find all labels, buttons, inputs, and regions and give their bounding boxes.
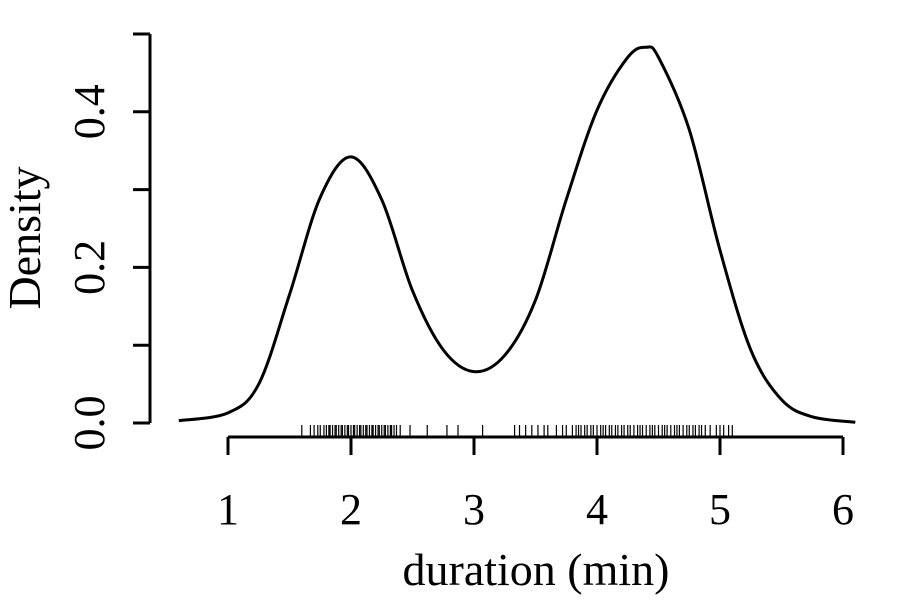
y-tick-label: 0.0 [65, 396, 114, 451]
x-tick-label: 3 [463, 485, 485, 534]
y-axis-label: Density [0, 166, 50, 309]
x-tick-label: 6 [832, 485, 854, 534]
x-tick-label: 2 [340, 485, 362, 534]
x-tick-label: 4 [586, 485, 608, 534]
y-tick-label: 0.4 [65, 84, 114, 139]
x-tick-label: 5 [709, 485, 731, 534]
rug-ticks [301, 425, 733, 437]
x-tick-label: 1 [217, 485, 239, 534]
y-axis: 0.0 0.2 0.4 [65, 32, 152, 451]
density-line [178, 45, 856, 424]
x-axis-label: duration (min) [403, 544, 670, 595]
x-axis: 1 2 3 4 5 6 [217, 435, 854, 534]
y-tick-label: 0.2 [65, 240, 114, 295]
